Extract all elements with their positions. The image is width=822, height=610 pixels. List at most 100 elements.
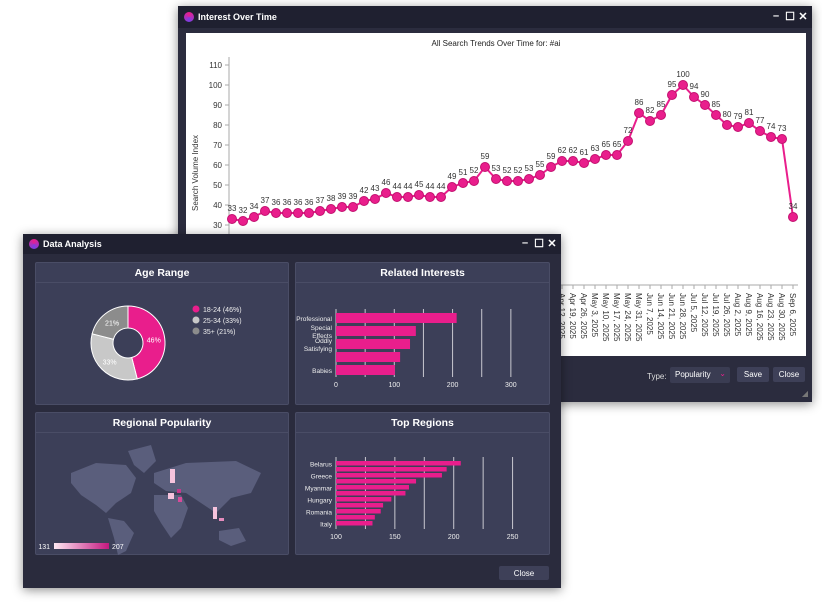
data-label: 37 xyxy=(316,196,325,205)
x-tick-label: 300 xyxy=(505,382,517,389)
data-label: 94 xyxy=(690,82,699,91)
bar xyxy=(336,479,417,484)
data-label: 61 xyxy=(580,148,589,157)
data-point xyxy=(645,116,655,126)
data-point xyxy=(348,202,358,212)
x-tick-label: Jun 14, 2025 xyxy=(656,293,665,340)
x-tick-label: May 31, 2025 xyxy=(634,293,643,342)
donut-slice xyxy=(91,305,129,340)
data-label: 45 xyxy=(415,180,424,189)
bar xyxy=(336,352,401,362)
world-map[interactable]: 131 207 xyxy=(36,433,290,555)
x-tick-label: Jul 5, 2025 xyxy=(689,293,698,333)
data-point xyxy=(326,204,336,214)
data-point xyxy=(656,110,666,120)
data-point xyxy=(315,206,325,216)
data-label: 39 xyxy=(349,192,358,201)
data-point xyxy=(667,90,677,100)
category-label: Professional xyxy=(296,316,332,323)
resize-grip-icon[interactable]: ◢ xyxy=(801,389,808,398)
window-title: Interest Over Time xyxy=(198,12,277,22)
bar xyxy=(336,461,461,466)
data-point xyxy=(381,188,391,198)
y-tick-label: 30 xyxy=(213,221,222,230)
x-tick-label: 100 xyxy=(388,382,400,389)
close-window-button[interactable]: ✕ xyxy=(798,11,808,23)
x-tick-label: Aug 23, 2025 xyxy=(766,293,775,341)
x-tick-label: 200 xyxy=(448,534,460,541)
bar xyxy=(336,467,447,472)
data-point xyxy=(579,158,589,168)
data-point xyxy=(293,208,303,218)
x-tick-label: Jun 21, 2025 xyxy=(667,293,676,340)
data-point xyxy=(271,208,281,218)
map-region-asia xyxy=(219,518,224,521)
regional-popularity-panel: Regional Popularity 131 207 xyxy=(35,412,289,555)
maximize-button[interactable]: ☐ xyxy=(534,238,544,250)
data-label: 77 xyxy=(756,116,765,125)
close-window-button[interactable]: ✕ xyxy=(547,238,557,250)
data-point xyxy=(766,132,776,142)
y-tick-label: 90 xyxy=(213,101,222,110)
minimize-button[interactable]: – xyxy=(772,10,780,22)
data-label: 52 xyxy=(470,166,479,175)
category-label: Effects xyxy=(312,333,333,340)
data-point xyxy=(590,154,600,164)
x-tick-label: May 24, 2025 xyxy=(623,293,632,342)
category-label: Special xyxy=(311,325,333,332)
map-africa xyxy=(154,495,188,538)
data-point xyxy=(238,216,248,226)
maximize-button[interactable]: ☐ xyxy=(785,11,795,23)
data-point xyxy=(612,150,622,160)
data-point xyxy=(414,190,424,200)
data-label: 51 xyxy=(459,168,468,177)
category-label: Italy xyxy=(320,521,333,528)
y-tick-label: 100 xyxy=(209,81,223,90)
legend-label: 35+ (21%) xyxy=(203,329,236,336)
minimize-button[interactable]: – xyxy=(521,237,529,249)
data-label: 52 xyxy=(503,166,512,175)
map-australia xyxy=(219,528,246,546)
data-label: 37 xyxy=(261,196,270,205)
data-label: 34 xyxy=(250,202,259,211)
x-tick-label: 100 xyxy=(330,534,342,541)
x-tick-label: Apr 19, 2025 xyxy=(568,293,577,339)
map-region-italy xyxy=(168,493,174,499)
data-label: 38 xyxy=(327,194,336,203)
y-tick-label: 80 xyxy=(213,121,222,130)
slice-label: 21% xyxy=(105,320,119,327)
save-button[interactable]: Save xyxy=(737,367,769,382)
x-tick-label: May 17, 2025 xyxy=(612,293,621,342)
type-dropdown[interactable]: Popularity ⌄ xyxy=(670,367,730,383)
data-label: 32 xyxy=(239,206,248,215)
close-button[interactable]: Close xyxy=(499,566,549,580)
donut-slice xyxy=(127,305,166,380)
data-label: 80 xyxy=(723,110,732,119)
map-greenland xyxy=(128,445,156,473)
data-label: 36 xyxy=(272,198,281,207)
data-point xyxy=(458,178,468,188)
data-point xyxy=(447,182,457,192)
data-point xyxy=(282,208,292,218)
data-label: 65 xyxy=(602,140,611,149)
bar xyxy=(336,365,395,375)
data-point xyxy=(502,176,512,186)
series-line xyxy=(231,83,794,223)
x-tick-label: Aug 9, 2025 xyxy=(744,293,753,337)
y-tick-label: 60 xyxy=(213,161,222,170)
age-range-panel: Age Range 46% 18-24 (46%) 33% 25-34 (33%) 21… xyxy=(35,262,289,405)
bar xyxy=(336,497,392,502)
data-point xyxy=(601,150,611,160)
data-point xyxy=(359,196,369,206)
related-interests-panel: Related Interests Professional Special Eff… xyxy=(295,262,550,405)
data-point xyxy=(755,126,765,136)
bar xyxy=(336,503,384,508)
data-label: 34 xyxy=(789,202,798,211)
close-button[interactable]: Close xyxy=(773,367,805,382)
data-point xyxy=(678,80,688,90)
category-label: Oddly xyxy=(315,338,333,345)
map-north-america xyxy=(71,463,136,513)
slice-label: 46% xyxy=(147,338,161,345)
data-label: 36 xyxy=(294,198,303,207)
data-label: 85 xyxy=(657,100,666,109)
